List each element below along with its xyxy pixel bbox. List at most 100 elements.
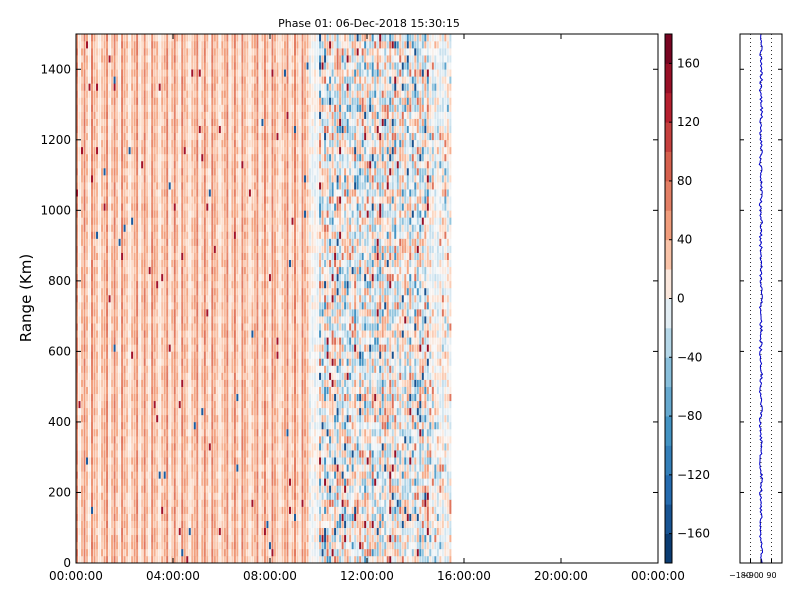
heatmap-cell xyxy=(138,527,141,536)
heatmap-cell xyxy=(216,372,219,380)
heatmap-cell xyxy=(176,294,179,303)
heatmap-cell xyxy=(223,111,226,119)
heatmap-cell xyxy=(106,527,109,536)
heatmap-cell xyxy=(231,55,234,63)
heatmap-cell xyxy=(121,400,124,409)
heatmap-cell xyxy=(193,69,196,77)
heatmap-cell xyxy=(221,294,224,303)
heatmap-cell xyxy=(123,252,126,260)
heatmap-cell xyxy=(98,457,101,465)
heatmap-cell xyxy=(113,97,116,105)
heatmap-cell xyxy=(136,69,139,77)
heatmap-cell xyxy=(128,294,131,303)
heatmap-cell xyxy=(211,471,214,479)
heatmap-cell xyxy=(81,414,84,423)
heatmap-cell xyxy=(181,414,184,423)
heatmap-cell xyxy=(163,48,166,56)
heatmap-cell xyxy=(103,168,106,176)
heatmap-cell xyxy=(163,428,166,437)
heatmap-cell xyxy=(191,506,194,514)
heatmap-cell xyxy=(241,323,244,331)
heatmap-cell xyxy=(146,111,149,119)
heatmap-cell xyxy=(98,153,101,162)
heatmap-cell xyxy=(166,541,169,550)
heatmap-cell xyxy=(91,506,94,514)
heatmap-cell xyxy=(156,266,159,275)
heatmap-cell xyxy=(201,471,204,479)
heatmap-cell xyxy=(86,62,89,70)
heatmap-cell xyxy=(136,231,139,239)
heatmap-cell xyxy=(191,217,194,225)
heatmap-cell xyxy=(181,323,184,331)
heatmap-cell xyxy=(126,189,129,197)
heatmap-cell xyxy=(161,139,164,148)
heatmap-cell xyxy=(81,196,84,204)
heatmap-cell xyxy=(126,245,129,253)
heatmap-cell xyxy=(121,294,124,303)
heatmap-cell xyxy=(148,203,151,211)
heatmap-cell xyxy=(131,414,134,423)
heatmap-cell xyxy=(186,196,189,204)
heatmap-cell xyxy=(173,506,176,514)
heatmap-cell xyxy=(106,132,109,141)
heatmap-cell xyxy=(88,210,91,218)
heatmap-cell xyxy=(211,76,214,84)
heatmap-cell xyxy=(143,323,146,331)
heatmap-cell xyxy=(171,555,174,563)
heatmap-cell xyxy=(113,69,116,77)
heatmap-cell xyxy=(148,245,151,253)
heatmap-cell xyxy=(168,48,171,56)
heatmap-cell xyxy=(78,41,81,49)
heatmap-cell xyxy=(136,471,139,479)
heatmap-cell xyxy=(151,203,154,211)
heatmap-cell xyxy=(196,309,199,317)
heatmap-cell xyxy=(113,323,116,331)
heatmap-cell xyxy=(118,48,121,56)
heatmap-cell xyxy=(128,238,131,246)
heatmap-cell xyxy=(126,224,129,232)
heatmap-cell xyxy=(88,132,91,141)
heatmap-cell xyxy=(206,224,209,232)
heatmap-cell xyxy=(91,436,94,444)
heatmap-cell xyxy=(218,224,221,232)
heatmap-cell xyxy=(136,83,139,91)
heatmap-cell xyxy=(151,189,154,197)
heatmap-cell xyxy=(186,97,189,105)
heatmap-cell xyxy=(76,238,78,246)
heatmap-cell xyxy=(213,34,216,42)
heatmap-cell xyxy=(143,344,146,352)
heatmap-cell xyxy=(213,259,216,268)
heatmap-cell xyxy=(128,280,131,289)
heatmap-cell xyxy=(148,287,151,296)
heatmap-cell xyxy=(146,153,149,162)
heatmap-cell xyxy=(81,175,84,183)
heatmap-cell xyxy=(153,224,156,232)
heatmap-cell xyxy=(196,139,199,148)
heatmap-cell xyxy=(163,182,166,190)
heatmap-cell xyxy=(233,196,236,204)
heatmap-cell xyxy=(238,224,241,232)
heatmap-cell xyxy=(178,175,181,183)
heatmap-cell xyxy=(121,97,124,105)
heatmap-cell xyxy=(188,175,191,183)
heatmap-cell xyxy=(111,83,114,91)
heatmap-cell xyxy=(203,436,206,444)
heatmap-cell xyxy=(233,160,236,169)
heatmap-cell xyxy=(143,302,146,310)
heatmap-cell xyxy=(116,506,119,514)
heatmap-cell xyxy=(208,287,211,296)
heatmap-cell xyxy=(188,555,191,563)
heatmap-cell xyxy=(233,492,236,500)
heatmap-cell xyxy=(111,386,114,395)
heatmap-cell xyxy=(198,90,201,98)
heatmap-cell xyxy=(181,287,184,296)
heatmap-cell xyxy=(108,499,111,507)
heatmap-cell xyxy=(238,492,241,500)
heatmap-cell xyxy=(208,160,211,169)
heatmap-cell xyxy=(131,372,134,380)
heatmap-cell xyxy=(76,527,78,536)
heatmap-cell xyxy=(131,76,134,84)
heatmap-cell xyxy=(238,316,241,324)
heatmap-cell xyxy=(233,421,236,430)
heatmap-cell xyxy=(211,104,214,112)
